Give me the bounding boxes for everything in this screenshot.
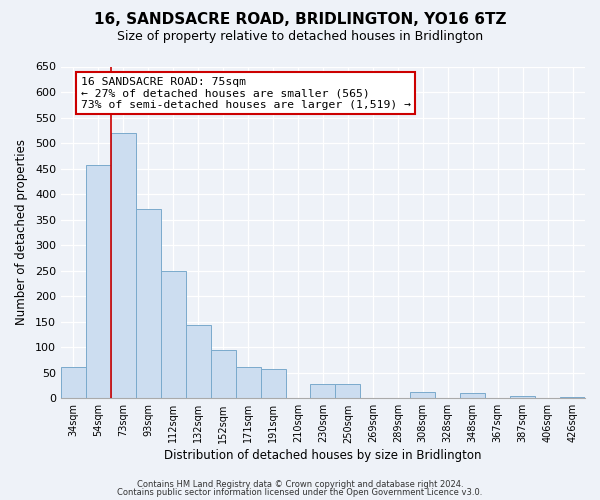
Text: Size of property relative to detached houses in Bridlington: Size of property relative to detached ho… bbox=[117, 30, 483, 43]
Bar bbox=[61, 366, 86, 398]
Bar bbox=[111, 133, 136, 398]
Bar bbox=[310, 384, 335, 398]
Bar bbox=[460, 393, 485, 398]
Bar bbox=[410, 392, 435, 398]
Bar bbox=[510, 396, 535, 398]
Text: 16 SANDSACRE ROAD: 75sqm
← 27% of detached houses are smaller (565)
73% of semi-: 16 SANDSACRE ROAD: 75sqm ← 27% of detach… bbox=[81, 76, 411, 110]
Text: Contains public sector information licensed under the Open Government Licence v3: Contains public sector information licen… bbox=[118, 488, 482, 497]
Bar bbox=[260, 368, 286, 398]
Bar bbox=[236, 366, 260, 398]
Text: 16, SANDSACRE ROAD, BRIDLINGTON, YO16 6TZ: 16, SANDSACRE ROAD, BRIDLINGTON, YO16 6T… bbox=[94, 12, 506, 28]
Bar bbox=[186, 326, 211, 398]
Bar bbox=[161, 270, 186, 398]
Bar bbox=[86, 164, 111, 398]
Bar bbox=[335, 384, 361, 398]
Text: Contains HM Land Registry data © Crown copyright and database right 2024.: Contains HM Land Registry data © Crown c… bbox=[137, 480, 463, 489]
Y-axis label: Number of detached properties: Number of detached properties bbox=[15, 140, 28, 326]
Bar bbox=[136, 210, 161, 398]
Bar bbox=[211, 350, 236, 399]
X-axis label: Distribution of detached houses by size in Bridlington: Distribution of detached houses by size … bbox=[164, 450, 482, 462]
